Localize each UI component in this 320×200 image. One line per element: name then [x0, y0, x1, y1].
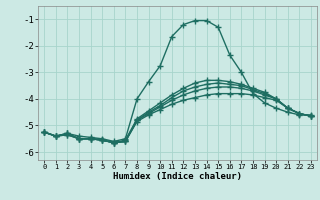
X-axis label: Humidex (Indice chaleur): Humidex (Indice chaleur)	[113, 172, 242, 181]
